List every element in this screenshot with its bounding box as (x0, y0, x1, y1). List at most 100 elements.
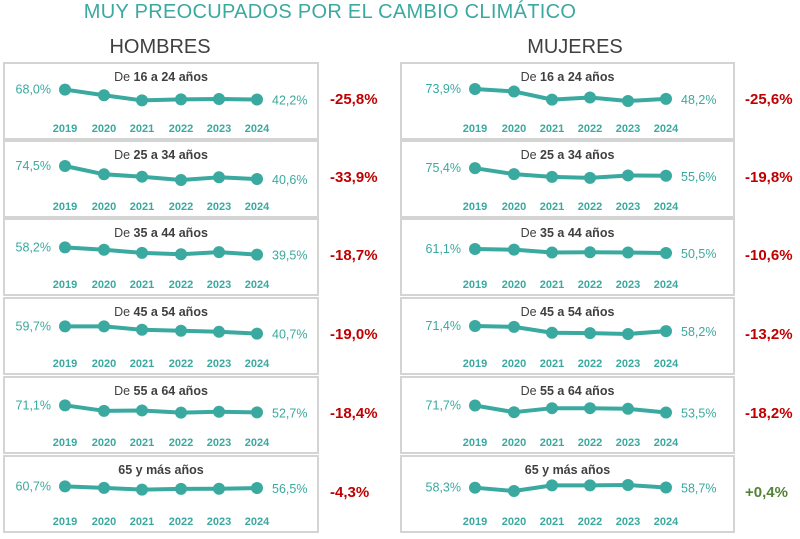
panel-mujeres-4: De 45 a 54 años 2019 2020 2021 2022 2023 2024 7… (400, 297, 735, 375)
data-point-2020 (508, 243, 520, 256)
data-point-2023 (213, 405, 225, 418)
x-tick-label: 2021 (540, 437, 564, 449)
panel-plot: 2019 2020 2021 2022 2023 2024 75,4% 55,6% (426, 161, 717, 213)
panel-title-range: 25 a 34 años (133, 148, 208, 162)
change-label: -18,7% (330, 247, 378, 264)
data-point-2020 (98, 481, 110, 494)
panel-title-range: 45 a 54 años (540, 305, 615, 319)
x-tick-label: 2021 (540, 201, 564, 213)
first-value-label: 74,5% (16, 159, 51, 173)
series-line (64, 87, 258, 103)
x-tick-label: 2023 (616, 437, 640, 449)
x-tick-label: 2021 (540, 279, 564, 291)
panel-title: De 25 a 34 años (5, 148, 317, 162)
x-tick-label: 2021 (130, 516, 154, 528)
series-line (474, 483, 667, 493)
data-point-2024 (251, 93, 263, 106)
data-point-2021 (136, 170, 148, 183)
data-point-2020 (98, 243, 110, 256)
series-line (64, 164, 258, 182)
x-tick-label: 2022 (578, 123, 602, 135)
data-point-2022 (175, 174, 187, 186)
panel-title-range: 25 a 34 años (540, 148, 615, 162)
data-point-2021 (546, 326, 558, 339)
data-point-2024 (660, 325, 672, 338)
data-point-2024 (251, 248, 263, 261)
panel-hombres-4: De 45 a 54 años 2019 2020 2021 2022 2023 2024 5… (3, 297, 319, 375)
data-point-2020 (508, 168, 520, 181)
x-tick-label: 2019 (53, 201, 77, 213)
series-line (474, 87, 667, 103)
group-header-hombres: HOMBRES (109, 36, 211, 58)
change-label: -18,2% (745, 405, 793, 422)
panel-hombres-2: De 25 a 34 años 2019 2020 2021 2022 2023 2024 7… (3, 140, 319, 218)
data-point-2021 (546, 246, 558, 259)
first-value-label: 59,7% (16, 319, 51, 333)
x-tick-label: 2023 (616, 201, 640, 213)
x-tick-label: 2019 (53, 279, 77, 291)
x-tick-label: 2024 (245, 516, 270, 528)
data-point-2022 (584, 479, 596, 492)
panel-plot: 2019 2020 2021 2022 2023 2024 71,1% 52,7% (16, 398, 308, 449)
last-value-label: 58,2% (681, 325, 716, 339)
panel-title-prefix: De (114, 226, 134, 240)
panel-plot: 2019 2020 2021 2022 2023 2024 58,2% 39,5% (16, 240, 308, 291)
change-label: -25,8% (330, 91, 378, 108)
panel-hombres-3: De 35 a 44 años 2019 2020 2021 2022 2023 2024 5… (3, 218, 319, 296)
data-point-2022 (584, 327, 596, 340)
data-point-2023 (213, 325, 225, 338)
panel-plot: 2019 2020 2021 2022 2023 2024 74,5% 40,6% (16, 159, 308, 213)
x-tick-label: 2024 (654, 123, 679, 135)
x-tick-label: 2019 (463, 358, 487, 370)
data-point-2021 (546, 93, 558, 106)
series-line (474, 324, 667, 336)
x-tick-label: 2024 (245, 279, 270, 291)
first-value-label: 75,4% (426, 161, 461, 175)
first-value-label: 58,2% (16, 240, 51, 254)
panel-mujeres-1: De 16 a 24 años 2019 2020 2021 2022 2023 2024 7… (400, 62, 735, 140)
data-point-2024 (660, 406, 672, 419)
data-point-2020 (508, 485, 520, 497)
data-point-2023 (213, 171, 225, 184)
panel-hombres-6: 65 y más años 2019 2020 2021 2022 2023 2024 60,… (3, 455, 319, 533)
panel-plot: 2019 2020 2021 2022 2023 2024 73,9% 48,2% (426, 82, 717, 135)
data-point-2019 (469, 83, 481, 96)
data-point-2021 (136, 404, 148, 417)
last-value-label: 40,6% (272, 173, 307, 187)
data-point-2022 (584, 402, 596, 415)
last-value-label: 39,5% (272, 249, 307, 263)
data-point-2024 (251, 327, 263, 340)
x-tick-label: 2019 (53, 516, 77, 528)
first-value-label: 73,9% (426, 82, 461, 96)
panel-mujeres-6: 65 y más años 2019 2020 2021 2022 2023 2024 58,… (400, 455, 735, 533)
first-value-label: 71,4% (426, 319, 461, 333)
series-line (64, 324, 258, 336)
x-tick-label: 2024 (654, 358, 679, 370)
x-tick-label: 2022 (169, 516, 193, 528)
panel-title-range: 16 a 24 años (540, 70, 615, 84)
x-tick-label: 2019 (53, 123, 77, 135)
x-tick-label: 2020 (92, 201, 116, 213)
x-tick-label: 2024 (245, 358, 270, 370)
data-point-2019 (59, 83, 71, 96)
panel-title: De 55 a 64 años (5, 384, 317, 398)
series-line (64, 245, 258, 257)
series-line (474, 166, 667, 180)
x-tick-label: 2023 (207, 123, 231, 135)
panel-title-range: 45 a 54 años (133, 305, 208, 319)
panel-title: De 25 a 34 años (402, 148, 733, 162)
panel-title-range: 35 a 44 años (133, 226, 208, 240)
panel-mujeres-3: De 35 a 44 años 2019 2020 2021 2022 2023 2024 6… (400, 218, 735, 296)
x-tick-label: 2021 (540, 358, 564, 370)
x-tick-label: 2019 (53, 358, 77, 370)
data-point-2024 (660, 247, 672, 260)
data-point-2021 (136, 94, 148, 107)
panel-title: 65 y más años (402, 463, 733, 477)
data-point-2024 (660, 481, 672, 494)
x-tick-label: 2020 (92, 437, 116, 449)
data-point-2023 (622, 169, 634, 182)
data-point-2022 (175, 482, 187, 495)
panel-title-prefix: De (520, 226, 541, 240)
x-tick-label: 2024 (654, 516, 679, 528)
x-tick-label: 2020 (502, 279, 526, 291)
